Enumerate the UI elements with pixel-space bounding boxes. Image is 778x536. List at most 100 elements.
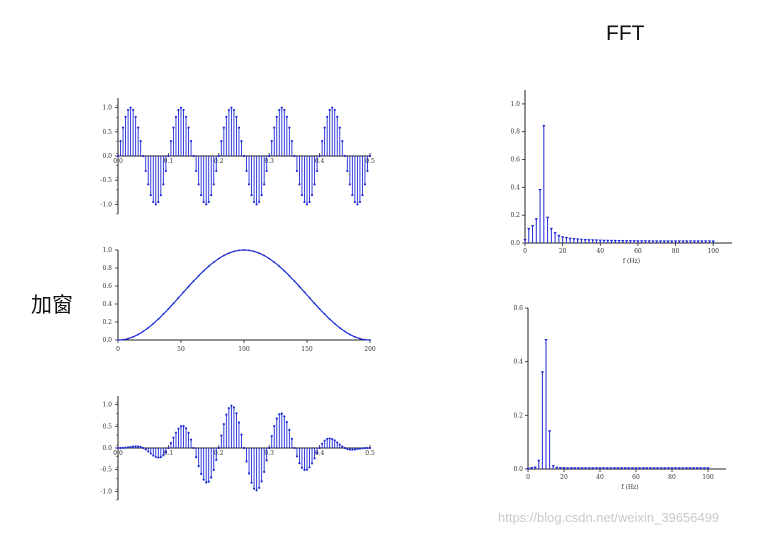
stem-marker (210, 194, 213, 197)
window-point (303, 291, 306, 294)
window-point (359, 337, 361, 340)
fft-marker (537, 459, 541, 463)
x-tick-label: 100 (707, 248, 719, 255)
y-tick-label: 0.0 (513, 466, 523, 473)
stem-marker (202, 200, 205, 204)
window-point (207, 265, 210, 268)
stem-marker (227, 407, 230, 410)
stem-marker (172, 126, 175, 129)
stem-marker (303, 468, 306, 472)
x-axis-label: f (Hz) (623, 258, 640, 265)
stem-marker (300, 194, 304, 197)
stem-marker (263, 470, 266, 473)
stem-marker (293, 154, 296, 158)
fft-marker (655, 240, 659, 244)
stem-marker (366, 169, 369, 173)
stem-marker (207, 480, 210, 483)
x-tick-label: 0.5 (365, 450, 375, 457)
x-tick-label: 0 (116, 346, 120, 353)
stem-marker (129, 445, 132, 449)
stem-marker (197, 183, 200, 186)
fft-marker (576, 467, 580, 471)
fft-marker (684, 467, 688, 471)
stem-marker (305, 203, 309, 206)
stem-marker (227, 108, 230, 112)
stem-marker (144, 448, 147, 451)
stem-marker (177, 108, 180, 112)
fft-marker (689, 240, 693, 244)
fft-marker (677, 467, 681, 471)
window-point (132, 335, 135, 338)
stem-marker (179, 425, 183, 428)
stem-marker (164, 451, 167, 454)
stem-marker (184, 115, 188, 118)
fft-marker (613, 239, 617, 243)
stem-marker (202, 478, 205, 481)
stem-marker (195, 169, 198, 173)
fft-marker (544, 339, 548, 342)
window-point (253, 250, 255, 253)
stem-marker (134, 115, 137, 118)
stem-marker (258, 486, 261, 489)
stem-marker (119, 139, 122, 143)
fft-marker (591, 467, 595, 471)
stem-marker (323, 126, 326, 129)
stem-marker (278, 108, 281, 112)
window-point (192, 280, 195, 282)
stem-marker (341, 139, 344, 143)
window-point (328, 318, 331, 321)
fft-marker (580, 467, 584, 471)
fft-marker (711, 240, 715, 244)
y-tick-label: 0.6 (513, 305, 523, 312)
stem-marker (331, 437, 334, 441)
x-tick-label: 0.2 (214, 450, 224, 457)
x-tick-label: 0.1 (164, 158, 174, 165)
stem-marker (157, 200, 160, 204)
fft-marker (617, 239, 621, 243)
stem-marker (300, 466, 304, 469)
window-point (227, 252, 230, 255)
stem-marker (280, 412, 283, 415)
window-point (177, 296, 180, 299)
stem-marker (245, 169, 248, 173)
stem-marker (247, 472, 251, 475)
fft-marker (645, 467, 649, 471)
stem-marker (142, 446, 145, 450)
stem-marker (192, 446, 195, 450)
stem-marker (333, 439, 336, 442)
stem-marker (268, 446, 271, 450)
fft-plot: 1.0 0.8 0.6 0.4 0.2 0.00 20 40 60 80 100 f (Hz) (510, 90, 732, 265)
stem-marker (222, 126, 225, 129)
y-tick-label: 0.2 (513, 412, 523, 419)
stem-marker (197, 465, 200, 468)
fft-marker (551, 465, 555, 468)
x-tick-label: 0 (523, 248, 527, 255)
stem-marker (315, 169, 319, 173)
stem-marker (225, 115, 228, 118)
stem-marker (361, 194, 364, 197)
fft-marker (569, 467, 573, 471)
stem-marker (124, 446, 127, 449)
stem-marker (147, 183, 150, 186)
stem-marker (310, 194, 314, 197)
stem-marker (235, 412, 238, 415)
fft-marker (685, 240, 689, 244)
fft-marker (576, 238, 580, 242)
stem-marker (348, 448, 351, 451)
stem-marker (326, 437, 329, 441)
window-plot: 1.0 0.8 0.6 0.4 0.2 0.0 0 50 100 150 200 (102, 247, 375, 353)
fft-marker (584, 467, 588, 471)
stem-marker (240, 139, 243, 143)
y-tick-label: 0.0 (102, 337, 112, 344)
stem-marker (255, 489, 258, 492)
fft-marker (591, 239, 595, 243)
stem-marker (351, 448, 354, 451)
fft-marker (566, 467, 570, 471)
stem-marker (232, 406, 236, 409)
stem-marker (217, 446, 220, 450)
fft-marker (609, 467, 613, 471)
stem-marker (321, 139, 324, 143)
window-point (288, 274, 291, 277)
stem-marker (348, 183, 351, 186)
